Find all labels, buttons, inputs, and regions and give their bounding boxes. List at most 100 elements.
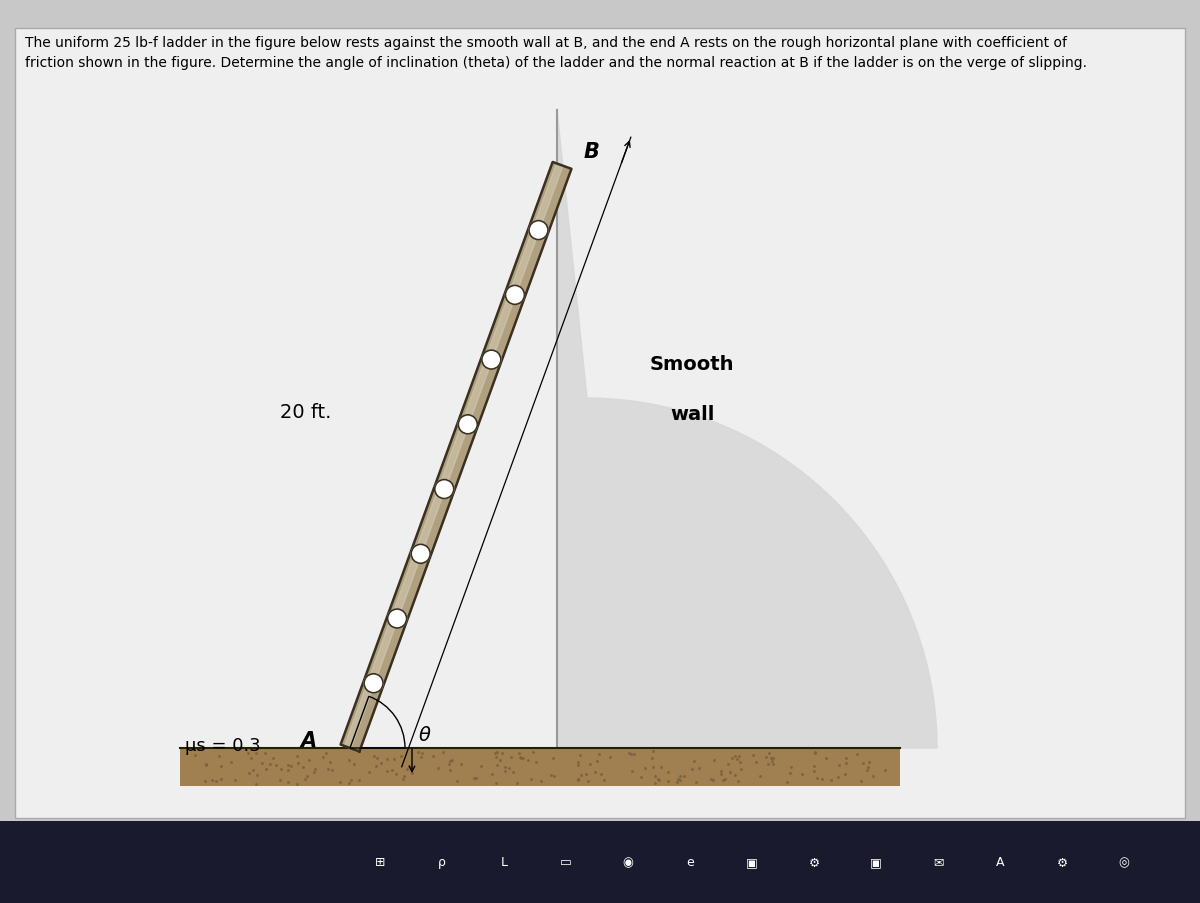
Point (226, 773, 245, 787)
Point (246, 746, 265, 760)
Text: θ: θ (419, 725, 431, 744)
Point (394, 772, 413, 787)
Point (440, 754, 460, 768)
Point (248, 768, 268, 783)
Point (649, 773, 668, 787)
Point (572, 768, 592, 782)
Point (635, 761, 654, 776)
Point (642, 750, 661, 765)
Point (317, 747, 336, 761)
Point (578, 774, 598, 788)
Point (619, 746, 638, 760)
Point (822, 773, 841, 787)
Point (293, 759, 312, 774)
Point (509, 746, 528, 760)
Point (499, 761, 518, 776)
Point (762, 754, 781, 768)
Point (206, 774, 226, 788)
Point (568, 771, 587, 786)
Point (659, 773, 678, 787)
Text: wall: wall (670, 405, 714, 424)
Point (658, 765, 677, 779)
Point (412, 750, 431, 765)
Point (725, 768, 744, 782)
Point (367, 750, 386, 765)
Point (650, 759, 670, 774)
Text: ▣: ▣ (746, 855, 758, 869)
Point (494, 764, 514, 778)
Circle shape (412, 545, 430, 563)
Point (722, 751, 742, 766)
Point (383, 763, 402, 777)
Point (340, 752, 359, 767)
Point (812, 772, 832, 787)
Point (544, 751, 563, 766)
Point (210, 749, 229, 763)
Point (646, 776, 665, 790)
Circle shape (388, 610, 407, 628)
Point (397, 762, 416, 777)
Text: The uniform 25 lb-f ladder in the figure below rests against the smooth wall at : The uniform 25 lb-f ladder in the figure… (25, 36, 1067, 50)
Point (502, 750, 521, 765)
Point (816, 751, 835, 766)
Circle shape (434, 480, 454, 499)
Point (331, 775, 350, 789)
Point (371, 756, 390, 770)
Point (712, 765, 731, 779)
Text: ▭: ▭ (560, 855, 572, 869)
Point (514, 751, 533, 766)
Point (721, 765, 740, 779)
Point (300, 753, 319, 768)
Point (342, 773, 361, 787)
Point (829, 758, 848, 772)
Point (569, 755, 588, 769)
Point (859, 760, 878, 775)
Point (391, 749, 410, 764)
Point (482, 768, 502, 782)
Bar (0, 821, 1200, 903)
Point (508, 776, 527, 790)
Point (487, 758, 506, 772)
Circle shape (364, 674, 383, 693)
Point (442, 753, 461, 768)
Point (863, 769, 882, 784)
Point (835, 767, 854, 781)
Point (758, 757, 778, 771)
Point (804, 759, 823, 773)
Point (668, 772, 688, 787)
Point (472, 759, 491, 774)
Point (253, 756, 272, 770)
Point (377, 751, 396, 766)
Point (728, 774, 748, 788)
Point (202, 773, 221, 787)
Point (643, 760, 662, 775)
Point (586, 765, 605, 779)
Point (761, 751, 780, 766)
Point (486, 749, 505, 764)
Point (366, 759, 385, 774)
Text: ⊞: ⊞ (374, 855, 385, 869)
Bar (180, 749, 900, 787)
Polygon shape (344, 164, 563, 749)
Point (744, 749, 763, 763)
Point (491, 753, 510, 768)
Point (576, 767, 595, 781)
Text: ◎: ◎ (1118, 855, 1129, 869)
Point (260, 758, 280, 772)
Point (589, 747, 608, 761)
Text: e: e (686, 855, 694, 869)
Point (306, 762, 325, 777)
Point (246, 777, 265, 791)
Point (780, 766, 799, 780)
Point (240, 766, 259, 780)
Point (493, 747, 512, 761)
Point (704, 753, 724, 768)
Point (622, 747, 641, 761)
Point (524, 745, 544, 759)
Point (395, 769, 414, 784)
Point (623, 764, 642, 778)
Point (278, 775, 298, 789)
Point (712, 767, 731, 781)
Text: μs = 0.3: μs = 0.3 (185, 736, 260, 754)
Point (196, 774, 215, 788)
